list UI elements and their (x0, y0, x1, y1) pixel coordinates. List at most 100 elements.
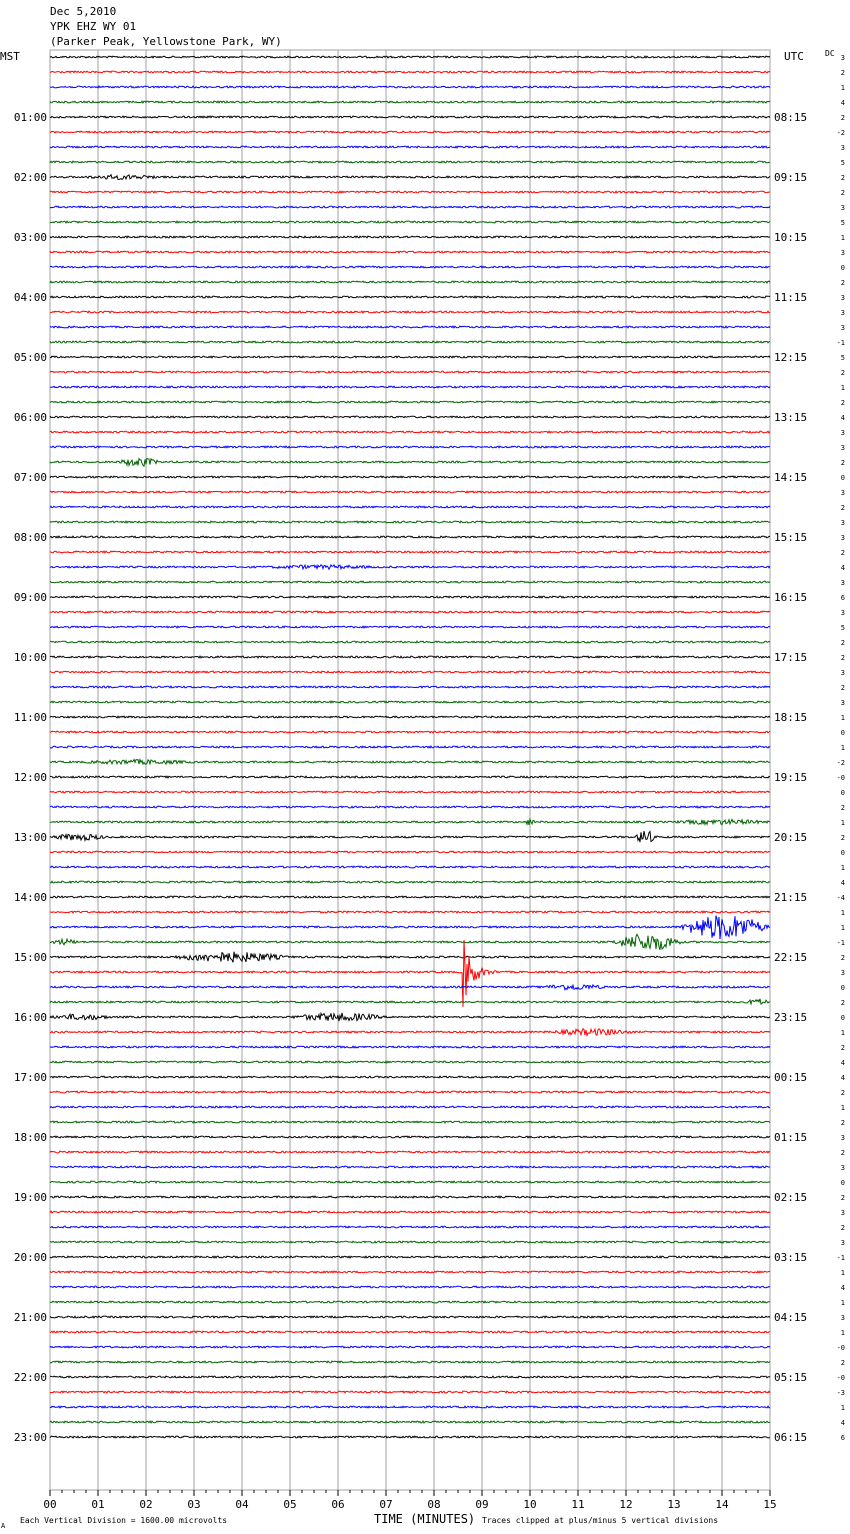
seismic-trace (49, 457, 771, 468)
seismic-trace (49, 160, 771, 164)
seismic-trace (50, 550, 771, 554)
seismic-trace (49, 895, 771, 899)
seismic-trace (49, 1027, 771, 1038)
dc-offset-label: 3 (841, 1164, 845, 1172)
mst-hour-label: 08:00 (14, 531, 47, 544)
seismic-trace (49, 1330, 770, 1334)
seismic-trace (49, 915, 771, 940)
dc-offset-label: 4 (841, 879, 845, 887)
dc-offset-label: 3 (841, 489, 845, 497)
dc-offset-label: 4 (841, 1059, 845, 1067)
seismic-trace (49, 1375, 771, 1379)
mst-hour-label: 20:00 (14, 1251, 47, 1264)
dc-offset-label: 1 (841, 714, 845, 722)
dc-offset-label: 3 (841, 309, 845, 317)
dc-offset-label: 0 (841, 474, 845, 482)
utc-hour-label: 19:15 (774, 771, 807, 784)
seismic-trace (49, 505, 771, 509)
dc-offset-label: 1 (841, 1269, 845, 1277)
dc-offset-label: -2 (837, 759, 845, 767)
mst-hour-label: 11:00 (14, 711, 47, 724)
dc-offset-label: 0 (841, 849, 845, 857)
dc-offset-label: 2 (841, 639, 845, 647)
utc-hour-label: 11:15 (774, 291, 807, 304)
x-tick-label: 05 (283, 1498, 296, 1511)
utc-hour-label: 06:15 (774, 1431, 807, 1444)
dc-offset-label: 2 (841, 1089, 845, 1097)
seismic-trace (49, 1240, 770, 1244)
seismic-trace (49, 595, 771, 599)
seismic-trace (49, 1390, 771, 1394)
seismic-trace (49, 1165, 771, 1169)
mst-hour-label: 23:00 (14, 1431, 47, 1444)
seismic-trace (49, 610, 771, 614)
utc-label: UTC (784, 50, 804, 63)
seismic-trace (49, 745, 771, 749)
dc-offset-label: 3 (841, 429, 845, 437)
x-tick-label: 07 (379, 1498, 392, 1511)
dc-offset-label: -2 (837, 129, 845, 137)
dc-offset-label: 3 (841, 324, 845, 332)
seismic-trace (49, 220, 771, 224)
seismic-trace (49, 1150, 771, 1154)
dc-offset-label: 3 (841, 699, 845, 707)
x-tick-label: 08 (427, 1498, 440, 1511)
dc-offset-label: 1 (841, 1029, 845, 1037)
utc-hour-label: 12:15 (774, 351, 807, 364)
seismic-trace (49, 983, 770, 991)
seismic-trace (50, 1225, 771, 1229)
corner-mark: A (1, 1522, 6, 1530)
dc-offset-label: 4 (841, 414, 845, 422)
x-tick-label: 11 (571, 1498, 584, 1511)
seismic-trace (49, 1180, 771, 1184)
seismic-trace (49, 70, 771, 74)
dc-offset-label: 1 (841, 924, 845, 932)
dc-offset-label: 1 (841, 1104, 845, 1112)
mst-hour-label: 12:00 (14, 771, 47, 784)
mst-hour-label: 07:00 (14, 471, 47, 484)
mst-hour-label: 03:00 (14, 231, 47, 244)
mst-hour-label: 01:00 (14, 111, 47, 124)
dc-offset-label: 2 (841, 1224, 845, 1232)
seismic-trace (49, 475, 771, 479)
dc-offset-label: 3 (841, 579, 845, 587)
seismic-trace (49, 173, 771, 181)
seismic-trace (49, 685, 771, 689)
utc-hour-label: 00:15 (774, 1071, 807, 1084)
dc-offset-label: 5 (841, 624, 845, 632)
dc-offset-label: 4 (841, 1074, 845, 1082)
dc-offset-label: 2 (841, 369, 845, 377)
dc-offset-label: 3 (841, 534, 845, 542)
utc-hour-label: 01:15 (774, 1131, 807, 1144)
seismic-trace (50, 817, 771, 827)
seismic-trace (50, 85, 771, 89)
plot-frame (49, 49, 771, 1491)
mst-hour-label: 21:00 (14, 1311, 47, 1324)
seismic-trace (49, 535, 770, 539)
utc-hour-label: 02:15 (774, 1191, 807, 1204)
dc-offset-label: 1 (841, 744, 845, 752)
dc-offset-label: 5 (841, 159, 845, 167)
dc-offset-label: 1 (841, 384, 845, 392)
dc-offset-label: 2 (841, 549, 845, 557)
dc-offset-label: 2 (841, 804, 845, 812)
dc-offset-label: 2 (841, 114, 845, 122)
dc-offset-label: 2 (841, 189, 845, 197)
dc-offset-label: 3 (841, 204, 845, 212)
seismic-trace (49, 355, 771, 359)
utc-hour-label: 23:15 (774, 1011, 807, 1024)
dc-offset-label: 2 (841, 1194, 845, 1202)
dc-offset-label: 5 (841, 219, 845, 227)
dc-offset-label: 3 (841, 1239, 845, 1247)
x-tick-label: 09 (475, 1498, 488, 1511)
mst-hour-label: 17:00 (14, 1071, 47, 1084)
seismic-trace (49, 1405, 771, 1409)
dc-offset-label: 6 (841, 594, 845, 602)
seismic-trace (49, 715, 771, 719)
station-location: (Parker Peak, Yellowstone Park, WY) (50, 35, 282, 48)
dc-offset-label: 4 (841, 564, 845, 572)
dc-offset-label: -0 (837, 1344, 845, 1352)
x-tick-label: 15 (763, 1498, 776, 1511)
utc-hour-label: 14:15 (774, 471, 807, 484)
grid-lines (49, 49, 771, 1496)
